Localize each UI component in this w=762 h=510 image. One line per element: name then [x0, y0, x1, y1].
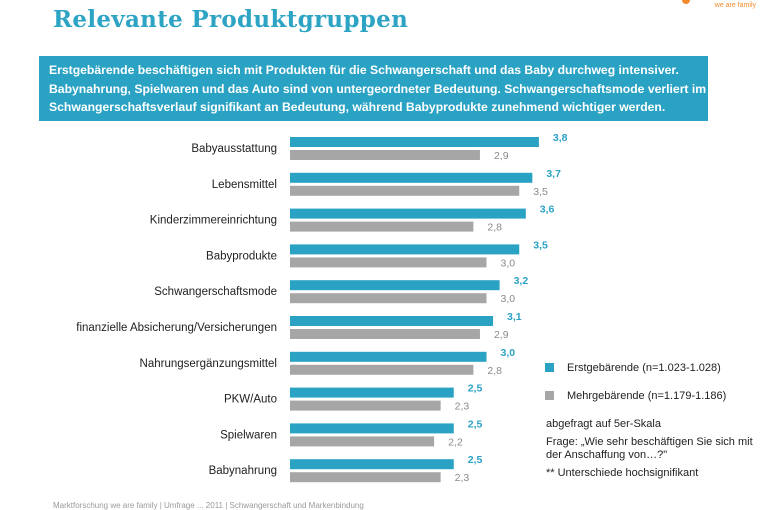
bar-erstgebaerende-babyprodukte	[290, 244, 520, 255]
banner-line-1: Erstgebärende beschäftigen sich mit Prod…	[49, 63, 679, 77]
bar-mehrgebaerende-babynahrung	[290, 472, 441, 483]
category-label-schwangerschaftsmode: Schwangerschaftsmode	[154, 286, 277, 298]
legend-swatch-erstgebaerende	[545, 363, 554, 372]
bar-mehrgebaerende-spielwaren	[290, 436, 435, 447]
bar-erstgebaerende-spielwaren	[290, 423, 454, 434]
value-label-mehrgebaerende-lebensmittel: 3,5	[533, 186, 548, 198]
value-label-erstgebaerende-nahrungserg-nzungsmittel: 3,0	[501, 347, 516, 359]
bar-erstgebaerende-babynahrung	[290, 459, 454, 470]
value-label-mehrgebaerende-spielwaren: 2,2	[448, 436, 463, 448]
category-label-nahrungserg-nzungsmittel: Nahrungsergänzungsmittel	[140, 358, 277, 370]
category-label-pkw-auto: PKW/Auto	[224, 394, 277, 406]
legend-swatch-mehrgebaerende	[545, 391, 554, 400]
bar-mehrgebaerende-nahrungserg-nzungsmittel	[290, 364, 474, 375]
bar-mehrgebaerende-finanzielle-absicherung-versicherungen	[290, 329, 480, 339]
value-label-erstgebaerende-pkw-auto: 2,5	[468, 383, 483, 395]
logo-icon	[682, 0, 690, 4]
value-label-mehrgebaerende-nahrungserg-nzungsmittel: 2,8	[487, 365, 502, 377]
bar-mehrgebaerende-babyprodukte	[290, 257, 487, 268]
bar-erstgebaerende-lebensmittel	[290, 172, 533, 183]
significance-note: ** Unterschiede hochsignifikant	[546, 467, 699, 479]
value-label-erstgebaerende-spielwaren: 2,5	[468, 418, 483, 430]
chart-notes: abgefragt auf 5er-Skala Frage: „Wie sehr…	[546, 418, 756, 485]
category-label-lebensmittel: Lebensmittel	[212, 179, 277, 191]
value-label-erstgebaerende-babyprodukte: 3,5	[533, 239, 548, 251]
bar-mehrgebaerende-kinderzimmereinrichtung	[290, 221, 474, 232]
legend-label-mehrgebaerende: Mehrgebärende (n=1.179-1.186)	[567, 390, 727, 402]
bar-erstgebaerende-schwangerschaftsmode	[290, 280, 500, 291]
bar-erstgebaerende-babyausstattung	[290, 137, 539, 147]
bar-mehrgebaerende-babyausstattung	[290, 150, 480, 160]
question-note: Frage: „Wie sehr beschäftigen Sie sich m…	[546, 436, 753, 461]
category-label-finanzielle-absicherung-versicherungen: finanzielle Absicherung/Versicherungen	[76, 322, 277, 334]
banner-line-3: Schwangerschaftsverlauf signifikant an B…	[49, 100, 666, 114]
category-label-babynahrung: Babynahrung	[209, 465, 277, 477]
bar-mehrgebaerende-pkw-auto	[290, 400, 441, 411]
value-label-mehrgebaerende-schwangerschaftsmode: 3,0	[501, 293, 516, 305]
category-label-babyprodukte: Babyprodukte	[206, 250, 277, 262]
value-label-erstgebaerende-kinderzimmereinrichtung: 3,6	[540, 204, 555, 216]
value-label-mehrgebaerende-babyprodukte: 3,0	[501, 257, 516, 269]
logo-tagline: we are family	[714, 2, 756, 9]
category-label-babyausstattung: Babyausstattung	[191, 143, 277, 155]
bar-mehrgebaerende-schwangerschaftsmode	[290, 293, 487, 304]
bar-erstgebaerende-kinderzimmereinrichtung	[290, 208, 526, 219]
bar-erstgebaerende-pkw-auto	[290, 387, 454, 398]
summary-banner: Erstgebärende beschäftigen sich mit Prod…	[39, 56, 708, 121]
bar-erstgebaerende-nahrungserg-nzungsmittel	[290, 351, 487, 362]
page-title: Relevante Produktgruppen	[53, 6, 409, 33]
value-label-mehrgebaerende-pkw-auto: 2,3	[455, 401, 470, 413]
bar-erstgebaerende-finanzielle-absicherung-versicherungen	[290, 316, 494, 326]
value-label-mehrgebaerende-babynahrung: 2,3	[455, 472, 470, 484]
category-label-kinderzimmereinrichtung: Kinderzimmereinrichtung	[150, 215, 277, 227]
value-label-mehrgebaerende-kinderzimmereinrichtung: 2,8	[487, 222, 502, 234]
value-label-erstgebaerende-babynahrung: 2,5	[468, 454, 483, 466]
value-label-mehrgebaerende-finanzielle-absicherung-versicherungen: 2,9	[494, 329, 509, 341]
scale-note: abgefragt auf 5er-Skala	[546, 418, 661, 430]
value-label-erstgebaerende-schwangerschaftsmode: 3,2	[514, 275, 529, 287]
value-label-erstgebaerende-lebensmittel: 3,7	[546, 168, 561, 180]
value-label-mehrgebaerende-babyausstattung: 2,9	[494, 150, 509, 162]
source-footer: Marktforschung we are family | Umfrage .…	[53, 501, 364, 510]
legend-label-erstgebaerende: Erstgebärende (n=1.023-1.028)	[567, 362, 721, 374]
category-label-spielwaren: Spielwaren	[220, 429, 277, 441]
bar-mehrgebaerende-lebensmittel	[290, 185, 520, 196]
value-label-erstgebaerende-babyausstattung: 3,8	[553, 132, 568, 144]
banner-line-2: Babynahrung, Spielwaren und das Auto sin…	[49, 81, 707, 96]
value-label-erstgebaerende-finanzielle-absicherung-versicherungen: 3,1	[507, 311, 522, 323]
